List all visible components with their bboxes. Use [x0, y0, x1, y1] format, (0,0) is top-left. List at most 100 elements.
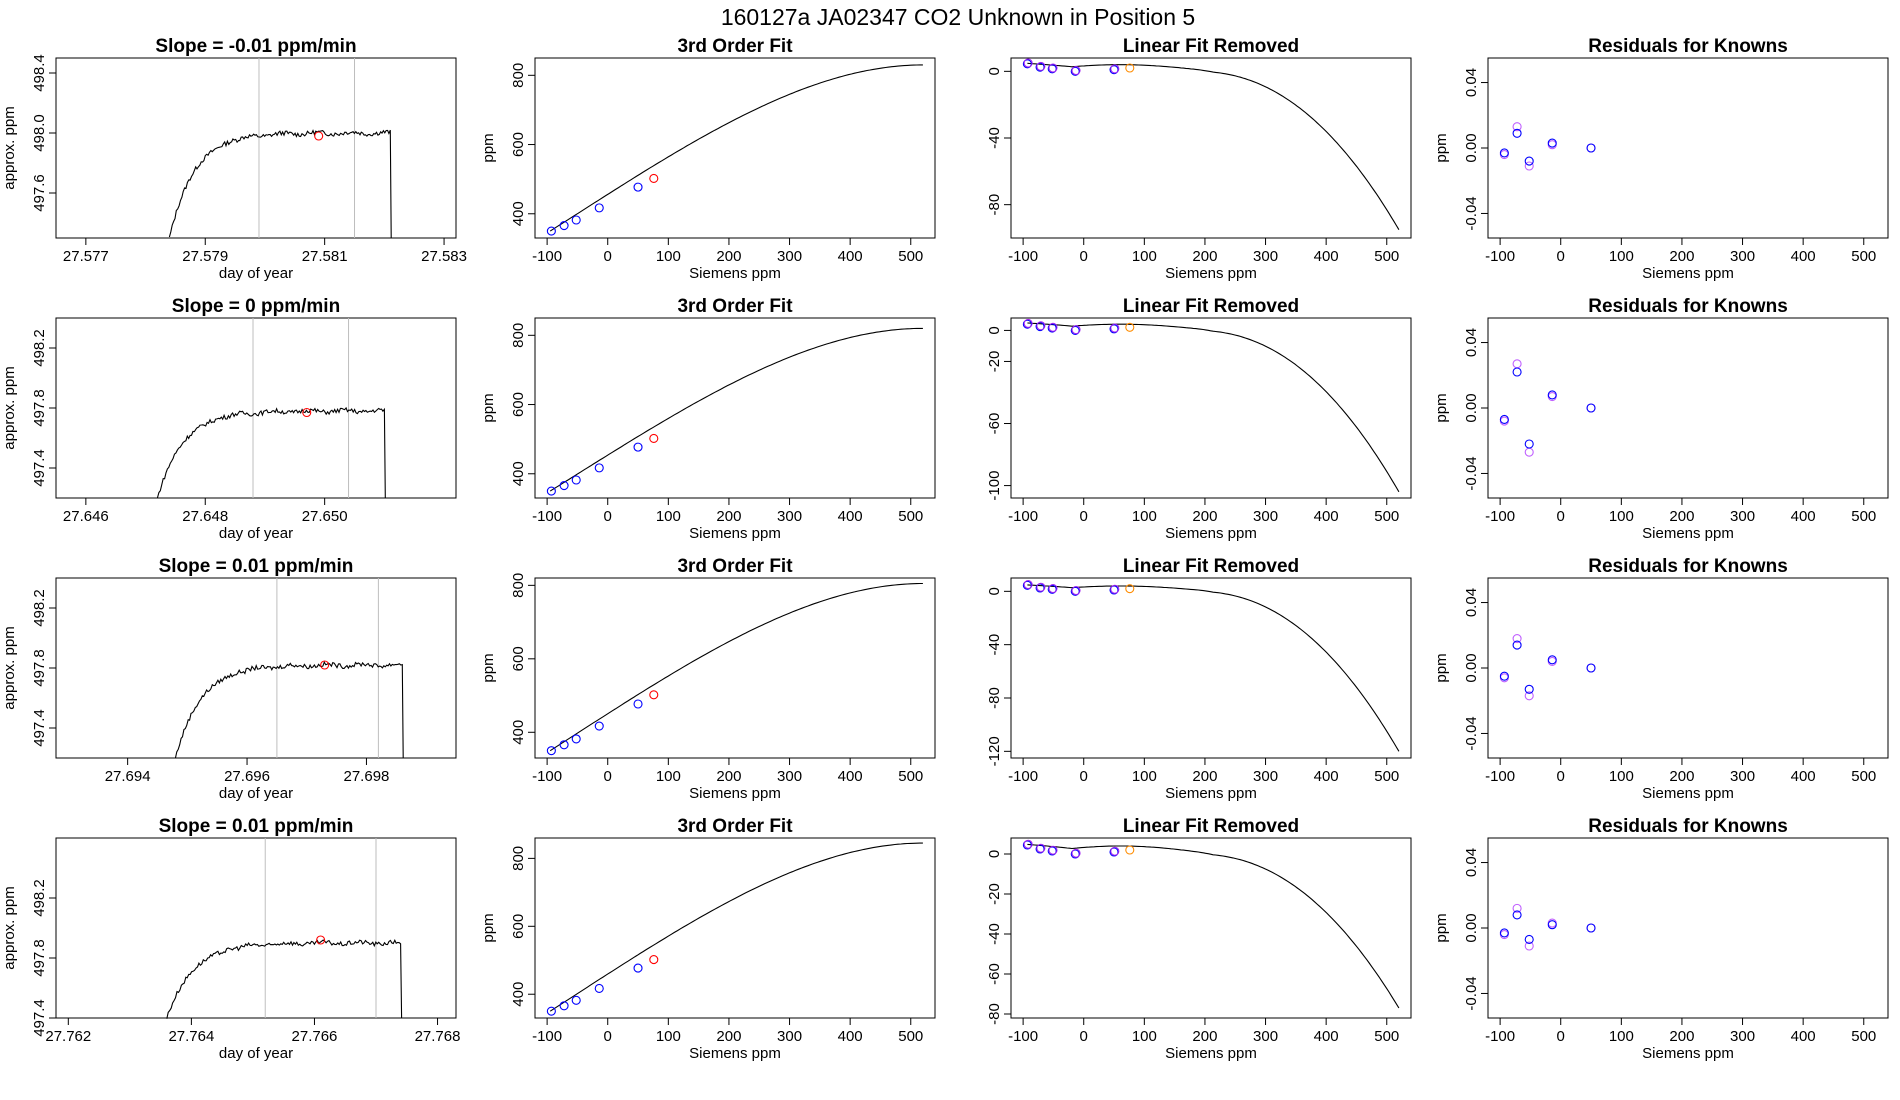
unknown-point [1125, 63, 1135, 73]
known-point [1047, 64, 1057, 74]
residual-point-a [1586, 923, 1596, 933]
known-point [1035, 844, 1045, 854]
residual-point-b [1524, 941, 1534, 951]
y-tick-label: 400 [510, 720, 527, 745]
residual-point-a [1586, 403, 1596, 413]
known-point [1109, 65, 1119, 75]
residual-point-a [1499, 928, 1509, 938]
y-tick-label: -20 [986, 351, 1003, 373]
x-tick-label: 100 [1609, 248, 1634, 265]
x-tick-label: 400 [1791, 768, 1816, 785]
x-axis-label: Siemens ppm [1165, 525, 1257, 542]
y-tick-label: -100 [986, 471, 1003, 501]
known-point [633, 182, 643, 192]
x-tick-label: 200 [716, 1028, 741, 1045]
x-tick-label: 200 [1669, 508, 1694, 525]
x-tick-label: 300 [1730, 1028, 1755, 1045]
x-tick-label: 500 [1851, 248, 1876, 265]
x-tick-label: 300 [777, 1028, 802, 1045]
plot-frame [534, 317, 936, 499]
y-tick-label: 600 [510, 392, 527, 417]
y-axis-label: ppm [480, 393, 497, 422]
x-tick-label: -100 [532, 508, 562, 525]
x-tick-label: -100 [1008, 508, 1038, 525]
residual-point-a [1524, 439, 1534, 449]
known-point [546, 486, 556, 496]
plot-frame [1010, 577, 1412, 759]
y-tick-label: 0.04 [1463, 588, 1480, 617]
fit-curve [549, 327, 923, 492]
known-point-alt [1036, 843, 1046, 853]
x-tick-label: -100 [1485, 1028, 1515, 1045]
x-tick-label: 27.579 [182, 248, 228, 265]
residual-point-a [1547, 138, 1557, 148]
fit-curve [549, 64, 923, 232]
known-point-alt [1071, 848, 1081, 858]
known-point [1070, 586, 1080, 596]
unknown-point [302, 407, 312, 418]
known-point [1022, 580, 1032, 590]
x-tick-label: 27.646 [63, 508, 109, 525]
panel-title: Linear Fit Removed [1123, 556, 1299, 577]
x-tick-label: 27.768 [415, 1028, 461, 1045]
residual-point-b [1512, 122, 1522, 132]
x-axis-label: Siemens ppm [689, 525, 781, 542]
panel-title: 3rd Order Fit [677, 816, 793, 837]
figure-title: 160127a JA02347 CO2 Unknown in Position … [721, 4, 1195, 30]
x-axis-label: Siemens ppm [1165, 1045, 1257, 1062]
unknown-point [316, 935, 326, 945]
known-point [633, 442, 643, 452]
known-point-alt [1023, 580, 1033, 590]
panel-r1-c2: Linear Fit Removed -100 0 100 200 300 400 500 0 -… [986, 296, 1412, 542]
x-tick-label: 300 [1730, 248, 1755, 265]
x-tick-label: 100 [1609, 768, 1634, 785]
x-tick-label: -100 [1008, 1028, 1038, 1045]
y-tick-label: -40 [986, 923, 1003, 945]
x-tick-label: 27.762 [45, 1028, 91, 1045]
y-axis-label: ppm [480, 133, 497, 162]
panel-r0-c0: Slope = -0.01 ppm/min 27.577 27.579 27.581 2… [1, 36, 467, 282]
x-tick-label: 200 [716, 508, 741, 525]
x-tick-label: -100 [1008, 768, 1038, 785]
known-point [571, 215, 581, 225]
known-point [546, 226, 556, 236]
y-tick-label: 497.4 [31, 999, 48, 1037]
residual-curve [1027, 322, 1400, 493]
unknown-point [649, 955, 659, 965]
known-point [594, 721, 604, 731]
x-tick-label: 500 [1374, 1028, 1399, 1045]
y-tick-label: 498.2 [31, 879, 48, 917]
panel-title: Residuals for Knowns [1588, 816, 1788, 837]
y-tick-label: 0.04 [1463, 848, 1480, 877]
x-axis-label: Siemens ppm [1642, 785, 1734, 802]
y-tick-label: 498.4 [31, 54, 48, 92]
y-tick-label: 497.6 [31, 174, 48, 212]
x-tick-label: 300 [777, 768, 802, 785]
panel-title: Slope = 0.01 ppm/min [159, 556, 354, 577]
y-axis-label: ppm [480, 653, 497, 682]
unknown-point [320, 660, 330, 670]
x-tick-label: 0 [1080, 768, 1088, 785]
x-tick-label: 200 [1669, 768, 1694, 785]
x-tick-label: 0 [1557, 248, 1565, 265]
known-point [594, 203, 604, 213]
x-tick-label: 400 [1314, 508, 1339, 525]
y-tick-label: -80 [986, 687, 1003, 709]
plot-frame [1010, 317, 1412, 499]
known-point [1109, 585, 1119, 595]
x-tick-label: -100 [1008, 248, 1038, 265]
y-axis-label: approx. ppm [1, 106, 18, 189]
panel-r2-c3: Residuals for Knowns -100 0 100 200 300 400 500… [1433, 556, 1889, 802]
x-tick-label: 400 [1314, 248, 1339, 265]
residual-point-a [1547, 920, 1557, 930]
y-tick-label: 800 [510, 573, 527, 598]
residual-curve [1027, 584, 1400, 752]
x-tick-label: 500 [1374, 768, 1399, 785]
residual-point-b [1512, 903, 1522, 913]
unknown-point [1125, 845, 1135, 855]
y-tick-label: -60 [986, 963, 1003, 985]
y-tick-label: 497.4 [31, 709, 48, 747]
known-point-alt [1036, 582, 1046, 592]
known-point [594, 463, 604, 473]
